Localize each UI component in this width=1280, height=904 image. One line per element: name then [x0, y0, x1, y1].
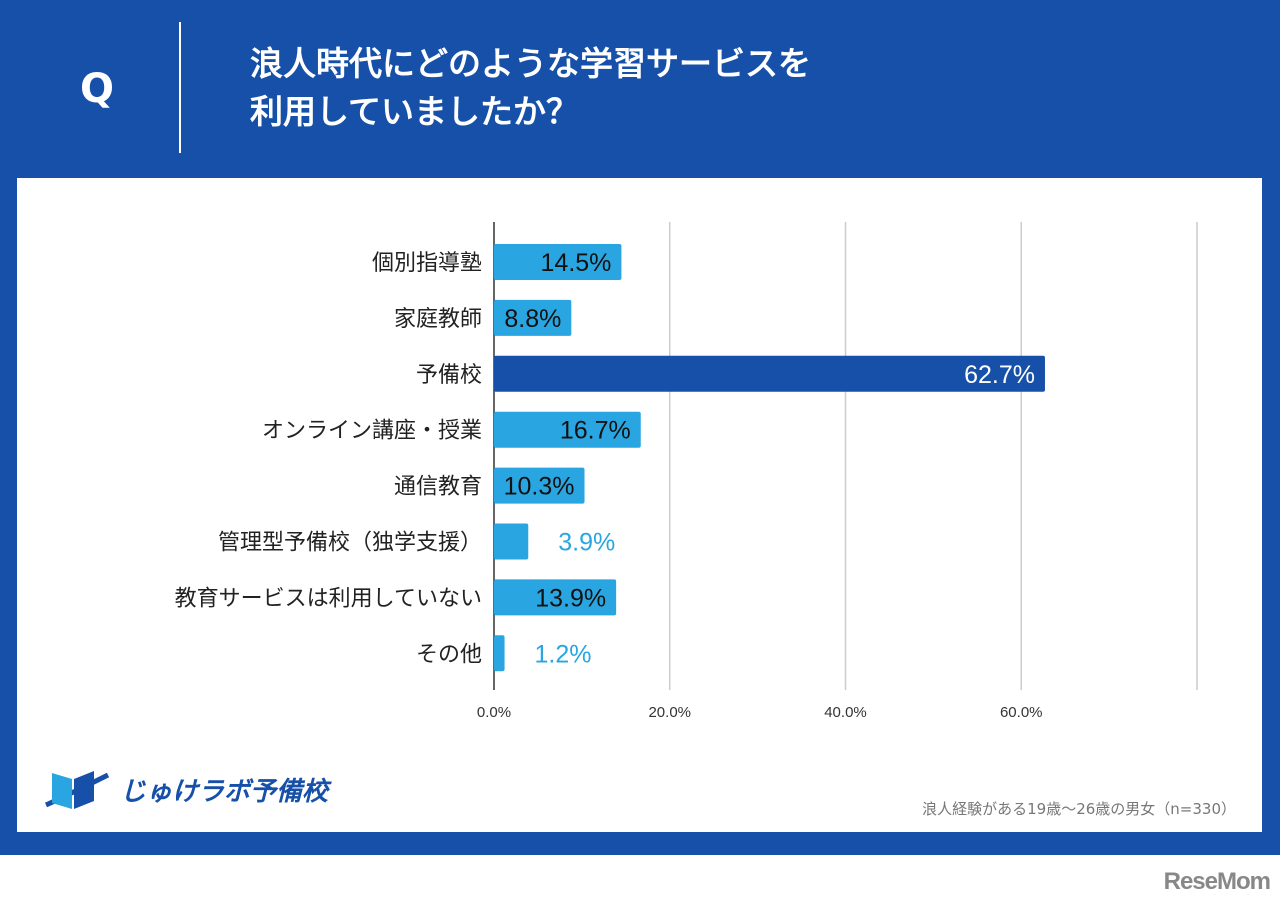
category-label: 個別指導塾: [372, 251, 482, 276]
x-tick-label: 40.0%: [824, 704, 867, 721]
question-marker: Q: [80, 66, 115, 112]
data-label: 8.8%: [504, 305, 561, 333]
title-line-1: 浪人時代にどのような学習サービスを: [250, 44, 811, 83]
bar: [494, 411, 641, 448]
category-label: 管理型予備校（独学支援）: [218, 531, 482, 556]
data-label: 10.3%: [504, 473, 575, 501]
bar: [494, 579, 617, 616]
category-label: その他: [416, 642, 482, 667]
category-label: 予備校: [416, 363, 482, 388]
data-label: 62.7%: [964, 361, 1035, 389]
category-label: オンライン講座・授業: [262, 419, 482, 444]
bar: [494, 355, 1045, 392]
bar: [494, 299, 572, 336]
chart-panel: [17, 178, 1262, 832]
question-title: 浪人時代にどのような学習サービスを 利用していましたか？: [250, 40, 811, 136]
bar: [494, 467, 585, 504]
data-label: 13.9%: [535, 584, 606, 612]
x-tick-label: 60.0%: [1000, 704, 1043, 721]
header-divider: [179, 22, 181, 153]
data-label: 16.7%: [560, 417, 631, 445]
x-tick-label: 0.0%: [477, 704, 511, 721]
title-line-2: 利用していましたか？: [250, 92, 580, 131]
category-label: 家庭教師: [394, 307, 482, 332]
category-label: 教育サービスは利用していない: [175, 586, 482, 611]
resemom-watermark: ReseMom: [1163, 868, 1271, 895]
book-logo-icon: [44, 771, 110, 809]
data-label: 14.5%: [541, 249, 612, 277]
data-label: 1.2%: [535, 640, 592, 668]
bar: [494, 523, 529, 560]
logo-text: じゅけラボ予備校: [120, 776, 329, 807]
bar: [494, 635, 505, 672]
x-tick-label: 20.0%: [648, 704, 691, 721]
bar: [494, 244, 622, 280]
jukelab-logo: じゅけラボ予備校: [38, 765, 328, 813]
category-label: 通信教育: [394, 475, 482, 500]
sample-note: 浪人経験がある19歳～26歳の男女（n=330）: [922, 800, 1236, 818]
data-label: 3.9%: [558, 529, 615, 557]
